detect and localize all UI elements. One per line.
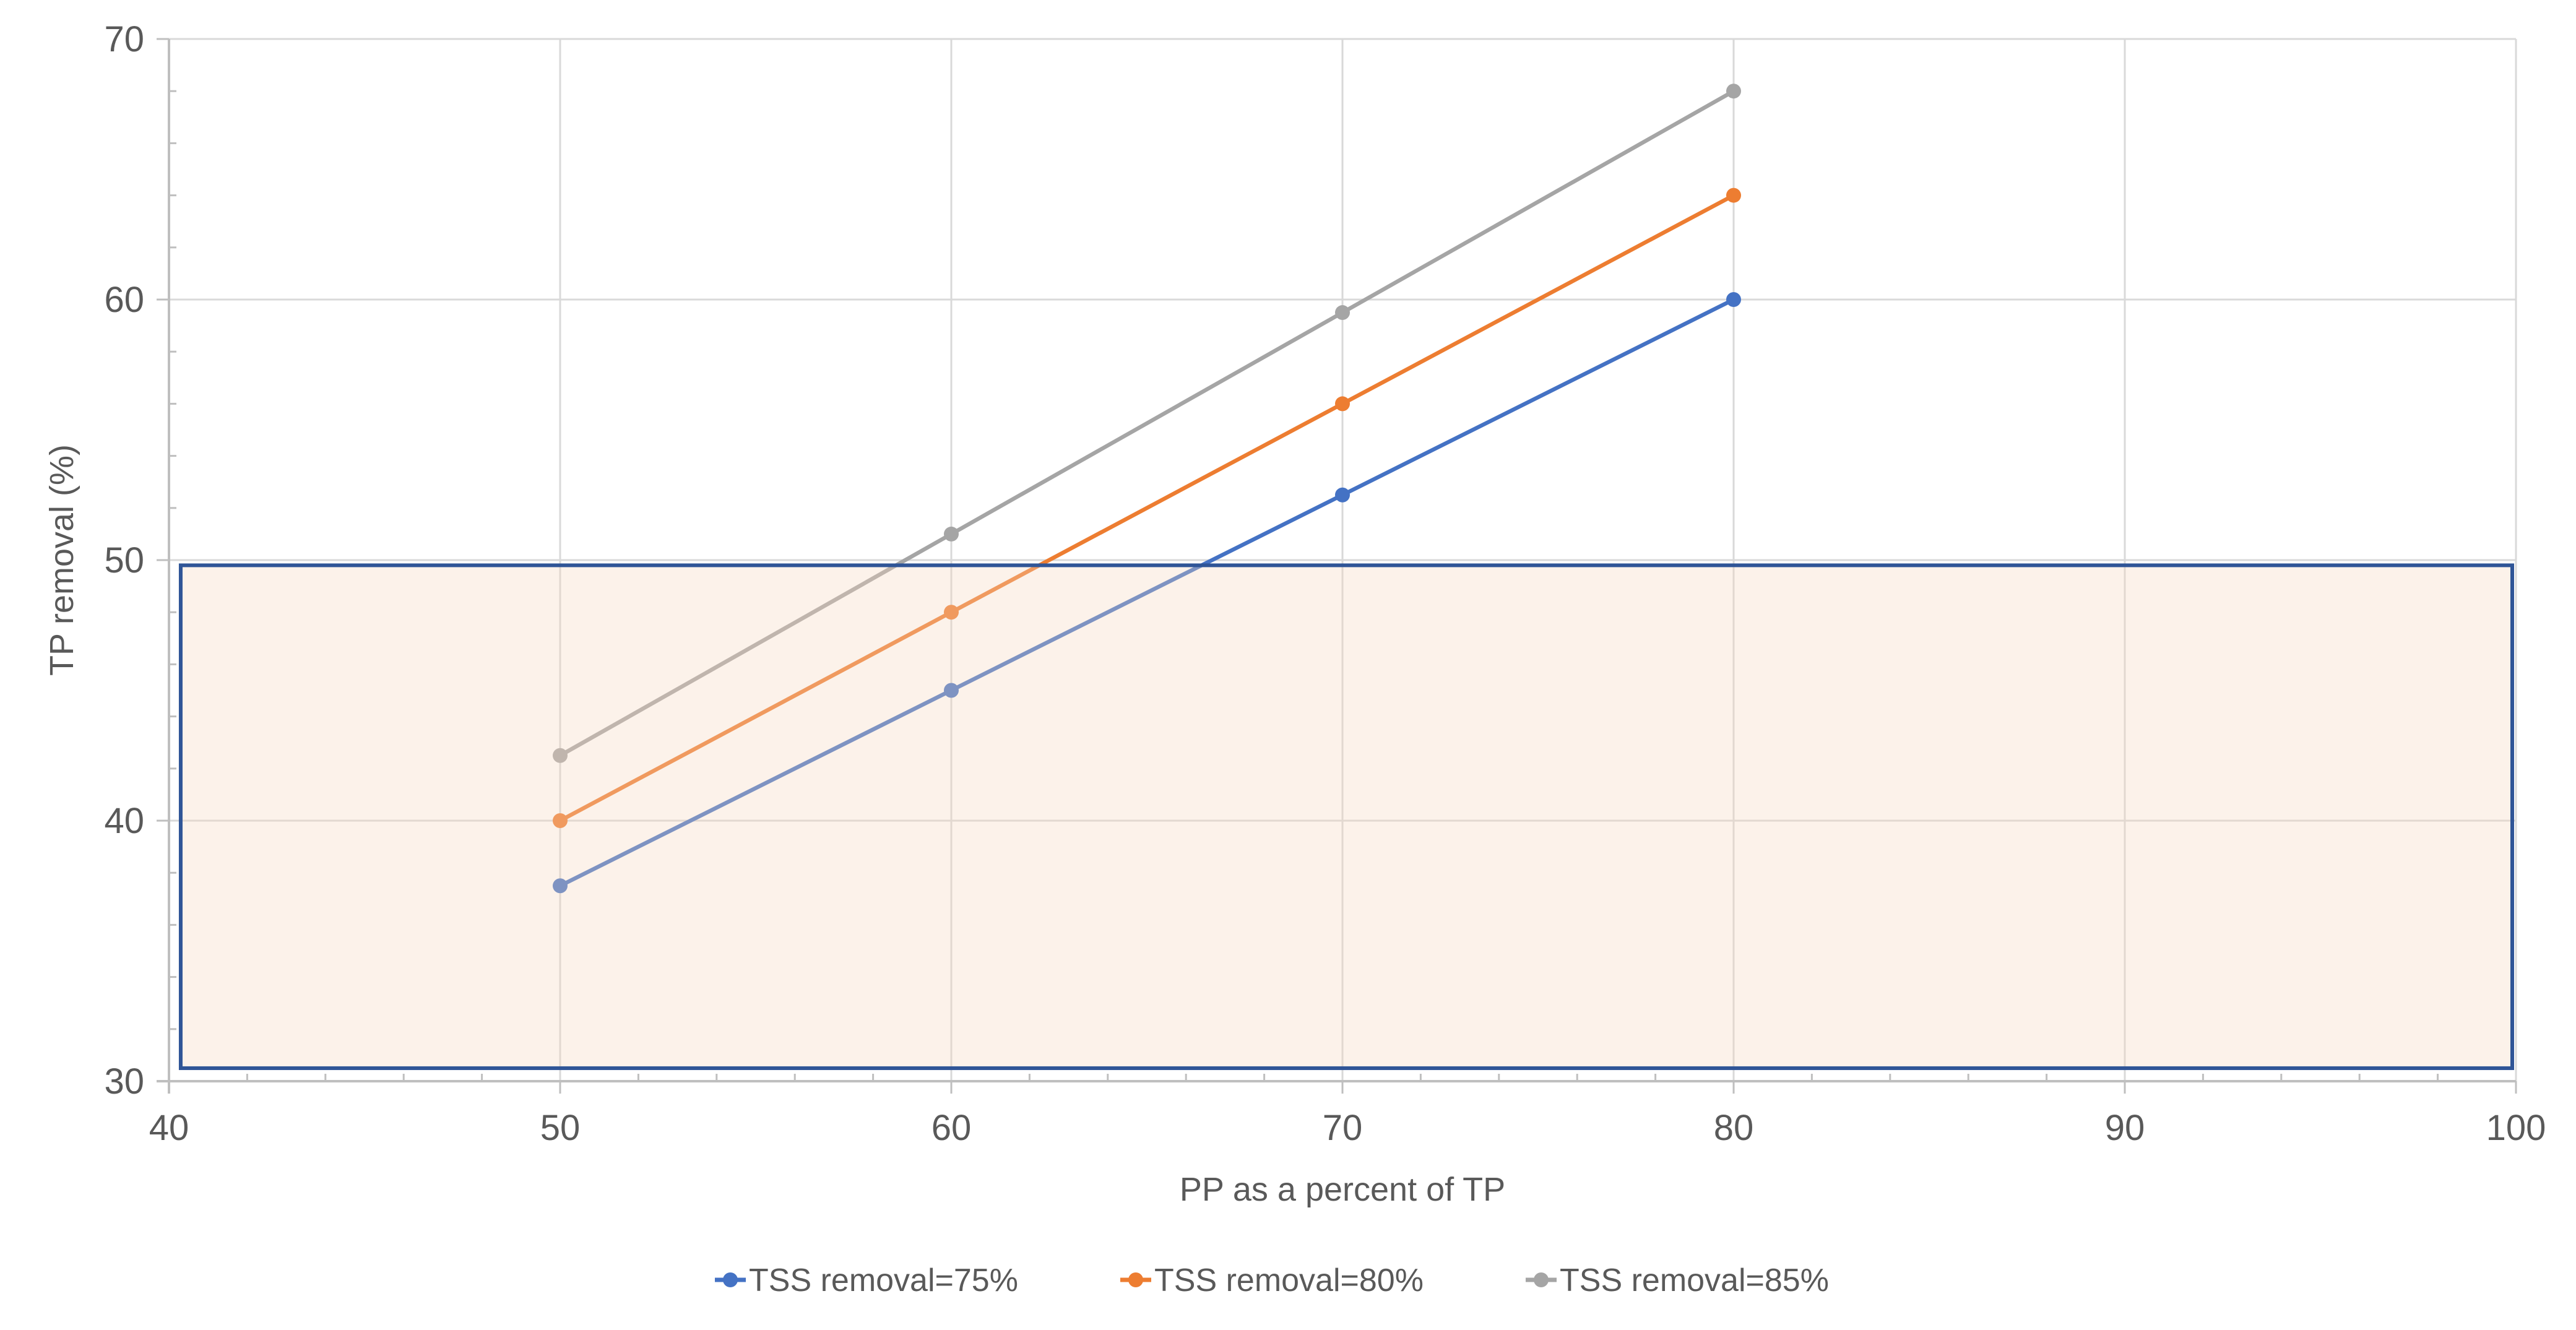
legend-point-marker bbox=[1534, 1272, 1549, 1287]
x-axis-title: PP as a percent of TP bbox=[1180, 1171, 1505, 1208]
legend-label: TSS removal=85% bbox=[1560, 1263, 1829, 1298]
x-tick-label: 60 bbox=[931, 1108, 972, 1148]
data-point bbox=[1726, 188, 1741, 203]
series-line bbox=[559, 89, 1735, 758]
legend-point-marker bbox=[1128, 1272, 1143, 1287]
y-tick-label: 30 bbox=[104, 1061, 144, 1102]
data-point bbox=[944, 683, 959, 698]
highlight-rectangle bbox=[178, 563, 2515, 1070]
x-tick-label: 100 bbox=[2486, 1108, 2546, 1148]
legend-label: TSS removal=80% bbox=[1154, 1263, 1424, 1298]
series-line bbox=[559, 193, 1735, 823]
legend-label: TSS removal=75% bbox=[749, 1263, 1018, 1298]
data-point bbox=[1726, 84, 1741, 99]
data-point bbox=[553, 748, 568, 763]
y-tick-label: 70 bbox=[104, 19, 144, 59]
data-point bbox=[1335, 396, 1350, 412]
legend: TSS removal=75% TSS removal=80% TSS remova… bbox=[715, 1263, 1829, 1298]
highlight-region bbox=[178, 563, 2515, 1070]
axes bbox=[157, 38, 2517, 1094]
x-tick-label: 50 bbox=[540, 1108, 581, 1148]
x-tick-label: 70 bbox=[1323, 1108, 1363, 1148]
data-point bbox=[1335, 487, 1350, 503]
x-tick-label: 80 bbox=[1714, 1108, 1754, 1148]
y-tick-label: 40 bbox=[104, 801, 144, 841]
y-tick-label: 60 bbox=[104, 280, 144, 320]
legend-point-marker bbox=[723, 1272, 738, 1287]
x-tick-label: 40 bbox=[149, 1108, 189, 1148]
data-point bbox=[1335, 305, 1350, 321]
gridlines bbox=[168, 38, 2517, 1082]
data-point bbox=[553, 813, 568, 828]
data-point bbox=[944, 526, 959, 542]
data-point bbox=[944, 605, 959, 620]
series-lines bbox=[553, 84, 1741, 894]
series-line bbox=[559, 298, 1735, 888]
data-point bbox=[1726, 292, 1741, 307]
y-tick-label: 50 bbox=[104, 540, 144, 581]
y-axis-title: TP removal (%) bbox=[43, 444, 80, 676]
x-tick-label: 90 bbox=[2105, 1108, 2145, 1148]
data-point bbox=[553, 878, 568, 894]
highlight-wash bbox=[182, 567, 2511, 1066]
